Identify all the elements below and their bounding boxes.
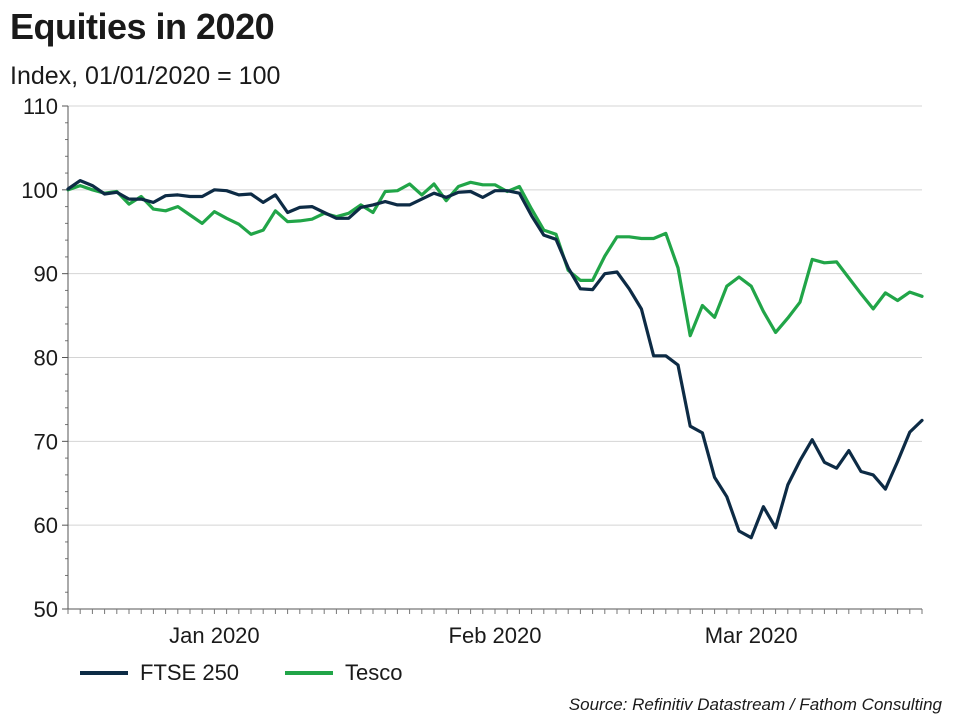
series-line-tesco [66,180,924,338]
y-tick-label-60: 60 [34,513,58,538]
y-tick-label-50: 50 [34,597,58,622]
x-tick-label-1: Feb 2020 [449,623,542,648]
y-tick-label-90: 90 [34,262,58,287]
x-tick-label-0: Jan 2020 [169,623,260,648]
chart-title: Equities in 2020 [10,6,275,47]
legend-label-ftse-250: FTSE 250 [140,660,240,685]
legend-item-tesco: Tesco [285,660,402,686]
legend-label-tesco: Tesco [345,660,403,685]
chart-subtitle: Index, 01/01/2020 = 100 [10,62,281,90]
legend-swatch-ftse-250 [80,671,128,675]
legend-item-ftse-250: FTSE 250 [80,660,239,686]
y-tick-label-80: 80 [34,346,58,371]
series-line-ftse-250 [66,179,924,540]
source-note: Source: Refinitiv Datastream / Fathom Co… [568,695,942,714]
y-tick-label-100: 100 [21,178,58,203]
x-tick-label-2: Mar 2020 [705,623,798,648]
y-tick-label-70: 70 [34,429,58,454]
y-tick-label-110: 110 [23,94,58,119]
legend-swatch-tesco [285,671,333,675]
